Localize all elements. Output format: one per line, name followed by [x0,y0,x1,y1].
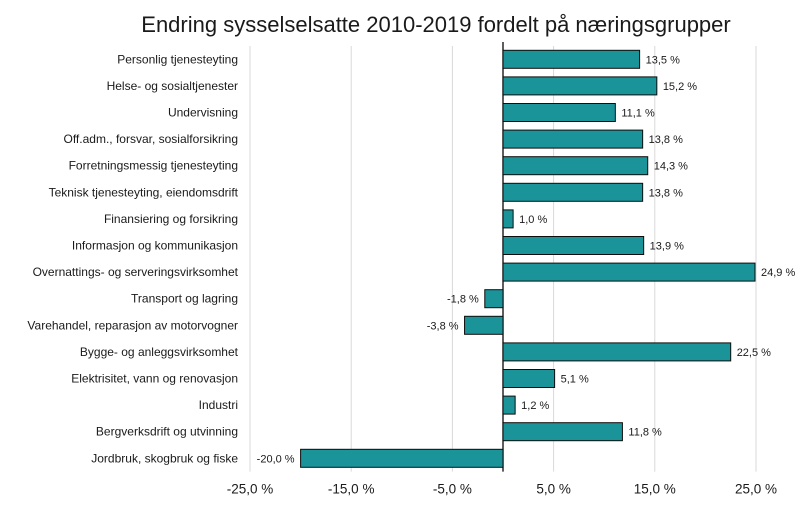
x-tick-label: 15,0 % [634,482,676,497]
bar [502,156,649,176]
bars [300,49,756,468]
data-label: 22,5 % [737,347,771,359]
category-label: Informasjon og kommunikasjon [72,239,238,253]
x-tick-label: 25,0 % [735,482,777,497]
bar [502,369,556,388]
data-labels: 13,5 % 15,2 % 11,1 % 13,8 % 14,3 % 13,8 % 1,0 … [257,54,796,465]
data-label: -20,0 % [257,453,295,465]
data-label: 13,9 % [650,241,684,253]
bar [502,129,644,149]
data-label: 11,1 % [621,108,655,120]
category-label: Elektrisitet, vann og renovasjon [71,372,238,386]
x-tick-label: -25,0 % [227,482,274,497]
data-label: 5,1 % [561,374,589,386]
x-tick-label: -5,0 % [433,482,472,497]
category-label: Forretningsmessig tjenesteyting [69,159,238,173]
category-label: Personlig tjenesteyting [117,52,238,66]
data-label: 1,0 % [519,214,547,226]
category-label: Bygge- og anleggsvirksomhet [80,345,239,359]
bar [464,315,504,335]
data-label: -3,8 % [427,320,459,332]
bar [502,236,645,255]
bar [502,262,756,282]
category-label: Undervisning [168,106,238,120]
category-label: Varehandel, reparasjon av motorvogner [27,318,238,332]
category-label: Transport og lagring [131,292,238,306]
bar [502,395,516,415]
bar [484,289,504,309]
x-tick-labels: -25,0 % -15,0 % -5,0 % 5,0 % 15,0 % 25,0 % [227,482,777,497]
category-label: Helse- og sosialtjenester [107,79,238,93]
bar [502,209,514,229]
category-label: Industri [199,398,238,412]
data-label: 11,8 % [628,427,662,439]
x-tick-label: -15,0 % [328,482,375,497]
bar [502,342,732,362]
data-label: -1,8 % [447,294,479,306]
data-label: 1,2 % [521,400,549,412]
data-label: 14,3 % [654,161,688,173]
category-labels: Personlig tjenesteyting Helse- og sosialt… [27,52,238,465]
data-label: 24,9 % [761,267,795,279]
category-label: Finansiering og forsikring [104,212,238,226]
x-tick-label: 5,0 % [536,482,571,497]
category-label: Teknisk tjenesteyting, eiendomsdrift [49,185,239,199]
bar [502,76,658,96]
category-label: Off.adm., forsvar, sosialforsikring [63,132,238,146]
bar [502,49,641,69]
bar [502,182,644,202]
category-label: Bergverksdrift og utvinning [96,425,238,439]
bar [300,448,504,468]
data-label: 13,8 % [649,187,683,199]
bar [502,103,616,122]
category-label: Jordbruk, skogbruk og fiske [91,451,238,465]
chart-title: Endring sysselselsatte 2010-2019 fordelt… [141,12,730,37]
data-label: 15,2 % [663,81,697,93]
category-label: Overnattings- og serveringsvirksomhet [33,265,239,279]
bar [502,422,623,442]
data-label: 13,8 % [649,134,683,146]
data-label: 13,5 % [646,54,680,66]
